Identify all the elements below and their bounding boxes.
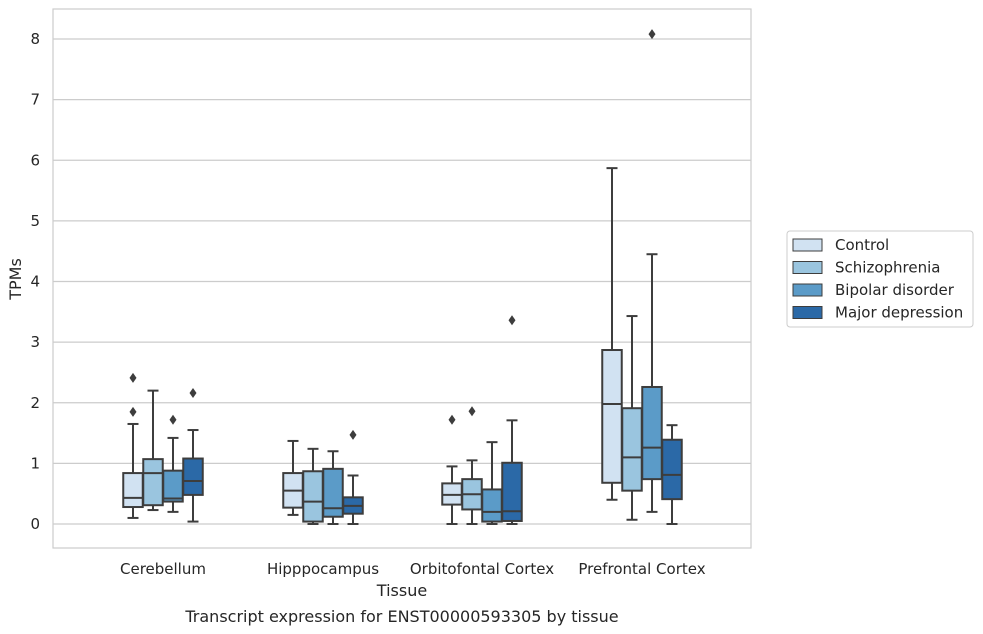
x-axis-ticks: Cerebellum Hipppocampus Orbitofontal Corte… (120, 560, 706, 578)
box-major-depression (342, 429, 364, 525)
y-tick-label: 0 (30, 515, 40, 533)
legend-label: Schizophrenia (835, 259, 940, 277)
iqr-box (501, 461, 523, 522)
box-schizophrenia (621, 315, 643, 521)
iqr-box (302, 470, 324, 523)
box-control (601, 167, 623, 501)
grid-lines (53, 38, 751, 525)
box-layer (122, 29, 683, 525)
outlier-point (648, 29, 656, 40)
box-control (441, 414, 463, 525)
y-tick-label: 6 (30, 151, 40, 169)
outlier-point (129, 372, 137, 383)
legend-swatch (792, 238, 823, 252)
legend-label: Bipolar disorder (835, 281, 955, 299)
legend: Control Schizophrenia Bipolar disorder Majo… (786, 230, 974, 328)
legend-label: Control (835, 236, 889, 254)
y-axis-ticks: 0 1 2 3 4 5 6 7 8 (30, 30, 40, 533)
iqr-box (182, 457, 204, 496)
legend-label: Major depression (835, 304, 963, 322)
outlier-point (508, 315, 516, 326)
x-tick-label: Hipppocampus (267, 560, 379, 578)
box-bipolar-disorder (322, 450, 344, 525)
box-bipolar-disorder (641, 29, 663, 513)
iqr-box (322, 467, 344, 518)
y-tick-label: 1 (30, 454, 40, 472)
plot-area-frame (52, 8, 752, 549)
outlier-point (349, 429, 357, 440)
y-tick-label: 3 (30, 333, 40, 351)
box-schizophrenia (461, 406, 483, 525)
x-tick-label: Orbitofontal Cortex (410, 560, 554, 578)
iqr-box (621, 407, 643, 492)
y-axis-label: TPMs (6, 258, 25, 301)
outlier-point (448, 414, 456, 425)
iqr-box (481, 488, 503, 523)
y-tick-label: 5 (30, 212, 40, 230)
box-bipolar-disorder (481, 441, 503, 525)
box-major-depression (182, 388, 204, 523)
iqr-box (601, 349, 623, 484)
iqr-box (122, 472, 144, 509)
box-schizophrenia (142, 389, 164, 512)
x-tick-label: Prefrontal Cortex (578, 560, 705, 578)
outlier-point (129, 406, 137, 417)
legend-frame (786, 230, 974, 328)
legend-swatch (792, 306, 823, 319)
iqr-box (162, 469, 184, 503)
outlier-point (169, 414, 177, 425)
y-tick-label: 2 (30, 394, 40, 412)
y-tick-label: 8 (30, 30, 40, 48)
legend-swatch (792, 261, 823, 274)
y-tick-label: 4 (30, 273, 40, 291)
outlier-point (468, 406, 476, 417)
x-axis-label: Tissue (376, 581, 427, 600)
box-major-depression (501, 315, 523, 525)
box-schizophrenia (302, 447, 324, 525)
iqr-box (661, 438, 683, 501)
outlier-point (189, 388, 197, 399)
x-tick-label: Cerebellum (120, 560, 206, 578)
y-tick-label: 7 (30, 91, 40, 109)
box-major-depression (661, 424, 683, 525)
box-control (122, 372, 144, 519)
legend-swatch (792, 283, 823, 297)
iqr-box (641, 385, 663, 481)
iqr-box (142, 458, 164, 507)
figure-caption: Transcript expression for ENST0000059330… (184, 607, 618, 626)
box-control (282, 439, 304, 516)
